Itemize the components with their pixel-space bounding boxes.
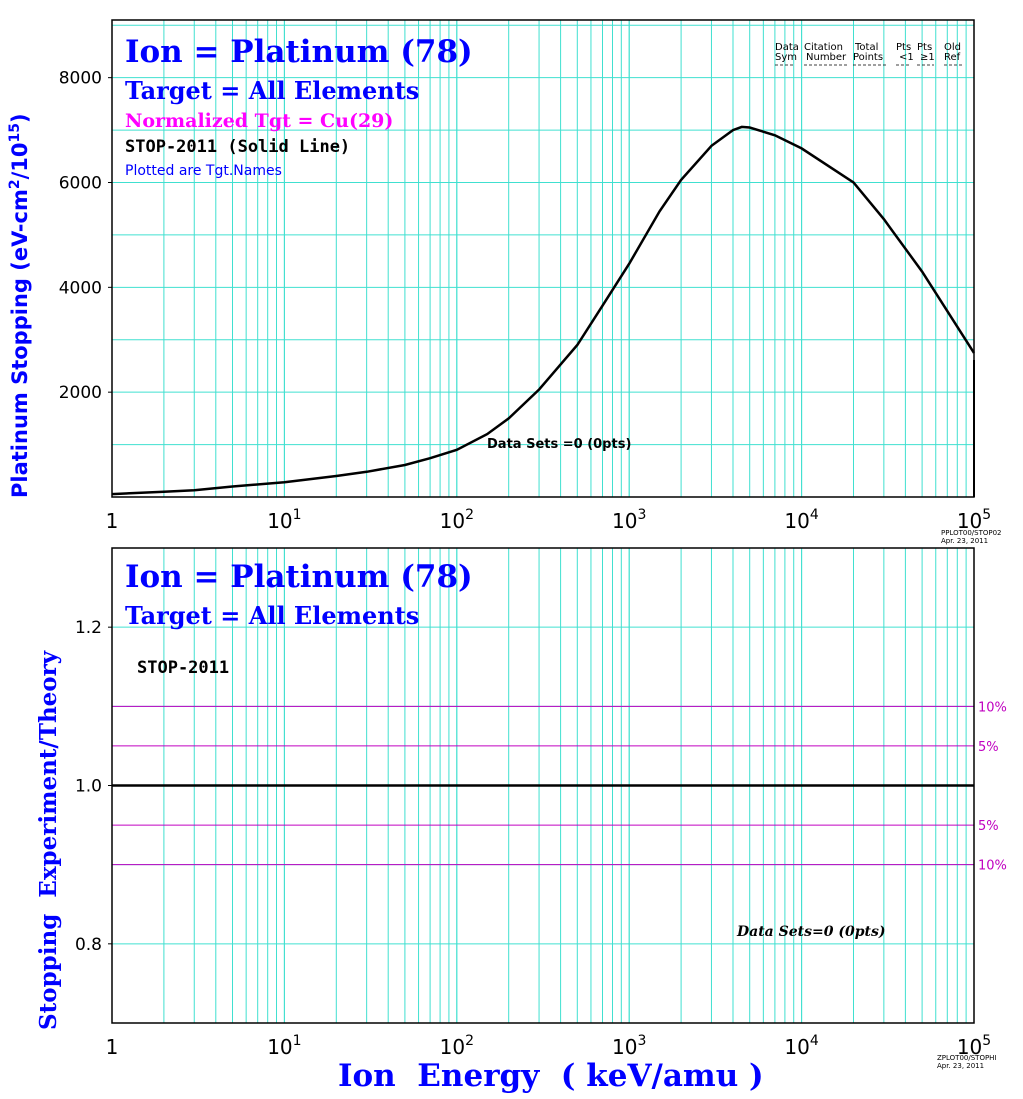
top-y-axis-label: Platinum Stopping (eV-cm2/1015): [7, 113, 32, 498]
top-plot-stamp-id: PPLOT00/STOP02: [941, 529, 1002, 537]
bottom-y-axis-label: Stopping Experiment/Theory: [35, 650, 62, 1030]
y-tick-label: 6000: [59, 173, 102, 193]
x-tick-label: 105: [957, 507, 991, 533]
y-tick-label: 8000: [59, 69, 102, 89]
y-tick-label: 1.0: [75, 777, 102, 797]
top-stopping-curve: [111, 125, 976, 496]
bottom-plot-stamp-id: ZPLOT00/STOPHI: [937, 1054, 997, 1062]
x-axis-label: Ion Energy ( keV/amu ): [338, 1058, 764, 1094]
legend-col-ge1: ≥1: [920, 52, 935, 63]
reference-line-label: 5%: [978, 819, 999, 834]
x-tick-label: 105: [957, 1033, 991, 1059]
legend-col-lt1: <1: [899, 52, 914, 63]
bottom-y-tick-labels: 0.8 1.0 1.2: [75, 618, 112, 955]
x-tick-label: 1: [106, 509, 119, 533]
top-plot-frame: [111, 19, 975, 498]
legend-col-pts2: Pts: [917, 42, 932, 53]
bottom-x-tick-labels: 1 101 102 103 104 105: [106, 1033, 992, 1059]
reference-line-label: 10%: [978, 700, 1007, 715]
top-y-tick-labels: 2000 4000 6000 8000: [59, 69, 112, 403]
legend-col-sym: Sym: [775, 52, 797, 63]
top-data-sets-label: Data Sets =0 (0pts): [487, 437, 631, 452]
plotted-note: Plotted are Tgt.Names: [125, 163, 282, 179]
y-tick-label: 4000: [59, 278, 102, 298]
y-tick-label: 2000: [59, 383, 102, 403]
legend-col-data: Data: [775, 42, 799, 53]
legend-col-old: Old: [944, 42, 961, 53]
top-grid: [112, 20, 974, 497]
top-ion-title: Ion = Platinum (78): [125, 34, 473, 70]
bottom-plot-stamp-date: Apr. 23, 2011: [937, 1062, 984, 1070]
legend-col-ref: Ref: [944, 52, 961, 63]
x-tick-label: 1: [106, 1035, 119, 1059]
x-tick-label: 101: [267, 507, 301, 533]
y-tick-label: 1.2: [75, 618, 102, 638]
reference-line-label: 5%: [978, 740, 999, 755]
bottom-ion-title: Ion = Platinum (78): [125, 559, 473, 595]
reference-line-label: 10%: [978, 859, 1007, 874]
x-tick-label: 101: [267, 1033, 301, 1059]
x-tick-label: 104: [784, 1033, 818, 1059]
bottom-curve-label: STOP-2011: [137, 658, 229, 678]
top-curve-label: STOP-2011 (Solid Line): [125, 137, 350, 157]
x-tick-label: 104: [784, 507, 818, 533]
top-target-subtitle: Target = All Elements: [125, 76, 419, 105]
legend-col-pts1: Pts: [896, 42, 911, 53]
legend-col-points: Points: [853, 52, 883, 63]
bottom-reference-lines: 10% 5% 5% 10%: [112, 700, 1007, 874]
legend-col-number: Number: [806, 52, 847, 63]
bottom-data-sets-label: Data Sets=0 (0pts): [736, 924, 885, 940]
legend-col-citation: Citation: [804, 42, 843, 53]
normalized-target-label: Normalized Tgt = Cu(29): [125, 110, 393, 132]
legend-header: Data Sym Citation Number Total Points Pt…: [775, 42, 964, 66]
x-tick-label: 102: [440, 507, 474, 533]
top-plot-stamp-date: Apr. 23, 2011: [941, 537, 988, 545]
bottom-target-subtitle: Target = All Elements: [125, 601, 419, 630]
top-x-tick-labels: 1 101 102 103 104 105: [106, 507, 992, 533]
x-tick-label: 102: [440, 1033, 474, 1059]
y-tick-label: 0.8: [75, 935, 102, 955]
x-tick-label: 103: [612, 1033, 646, 1059]
x-tick-label: 103: [612, 507, 646, 533]
legend-col-total: Total: [854, 42, 878, 53]
